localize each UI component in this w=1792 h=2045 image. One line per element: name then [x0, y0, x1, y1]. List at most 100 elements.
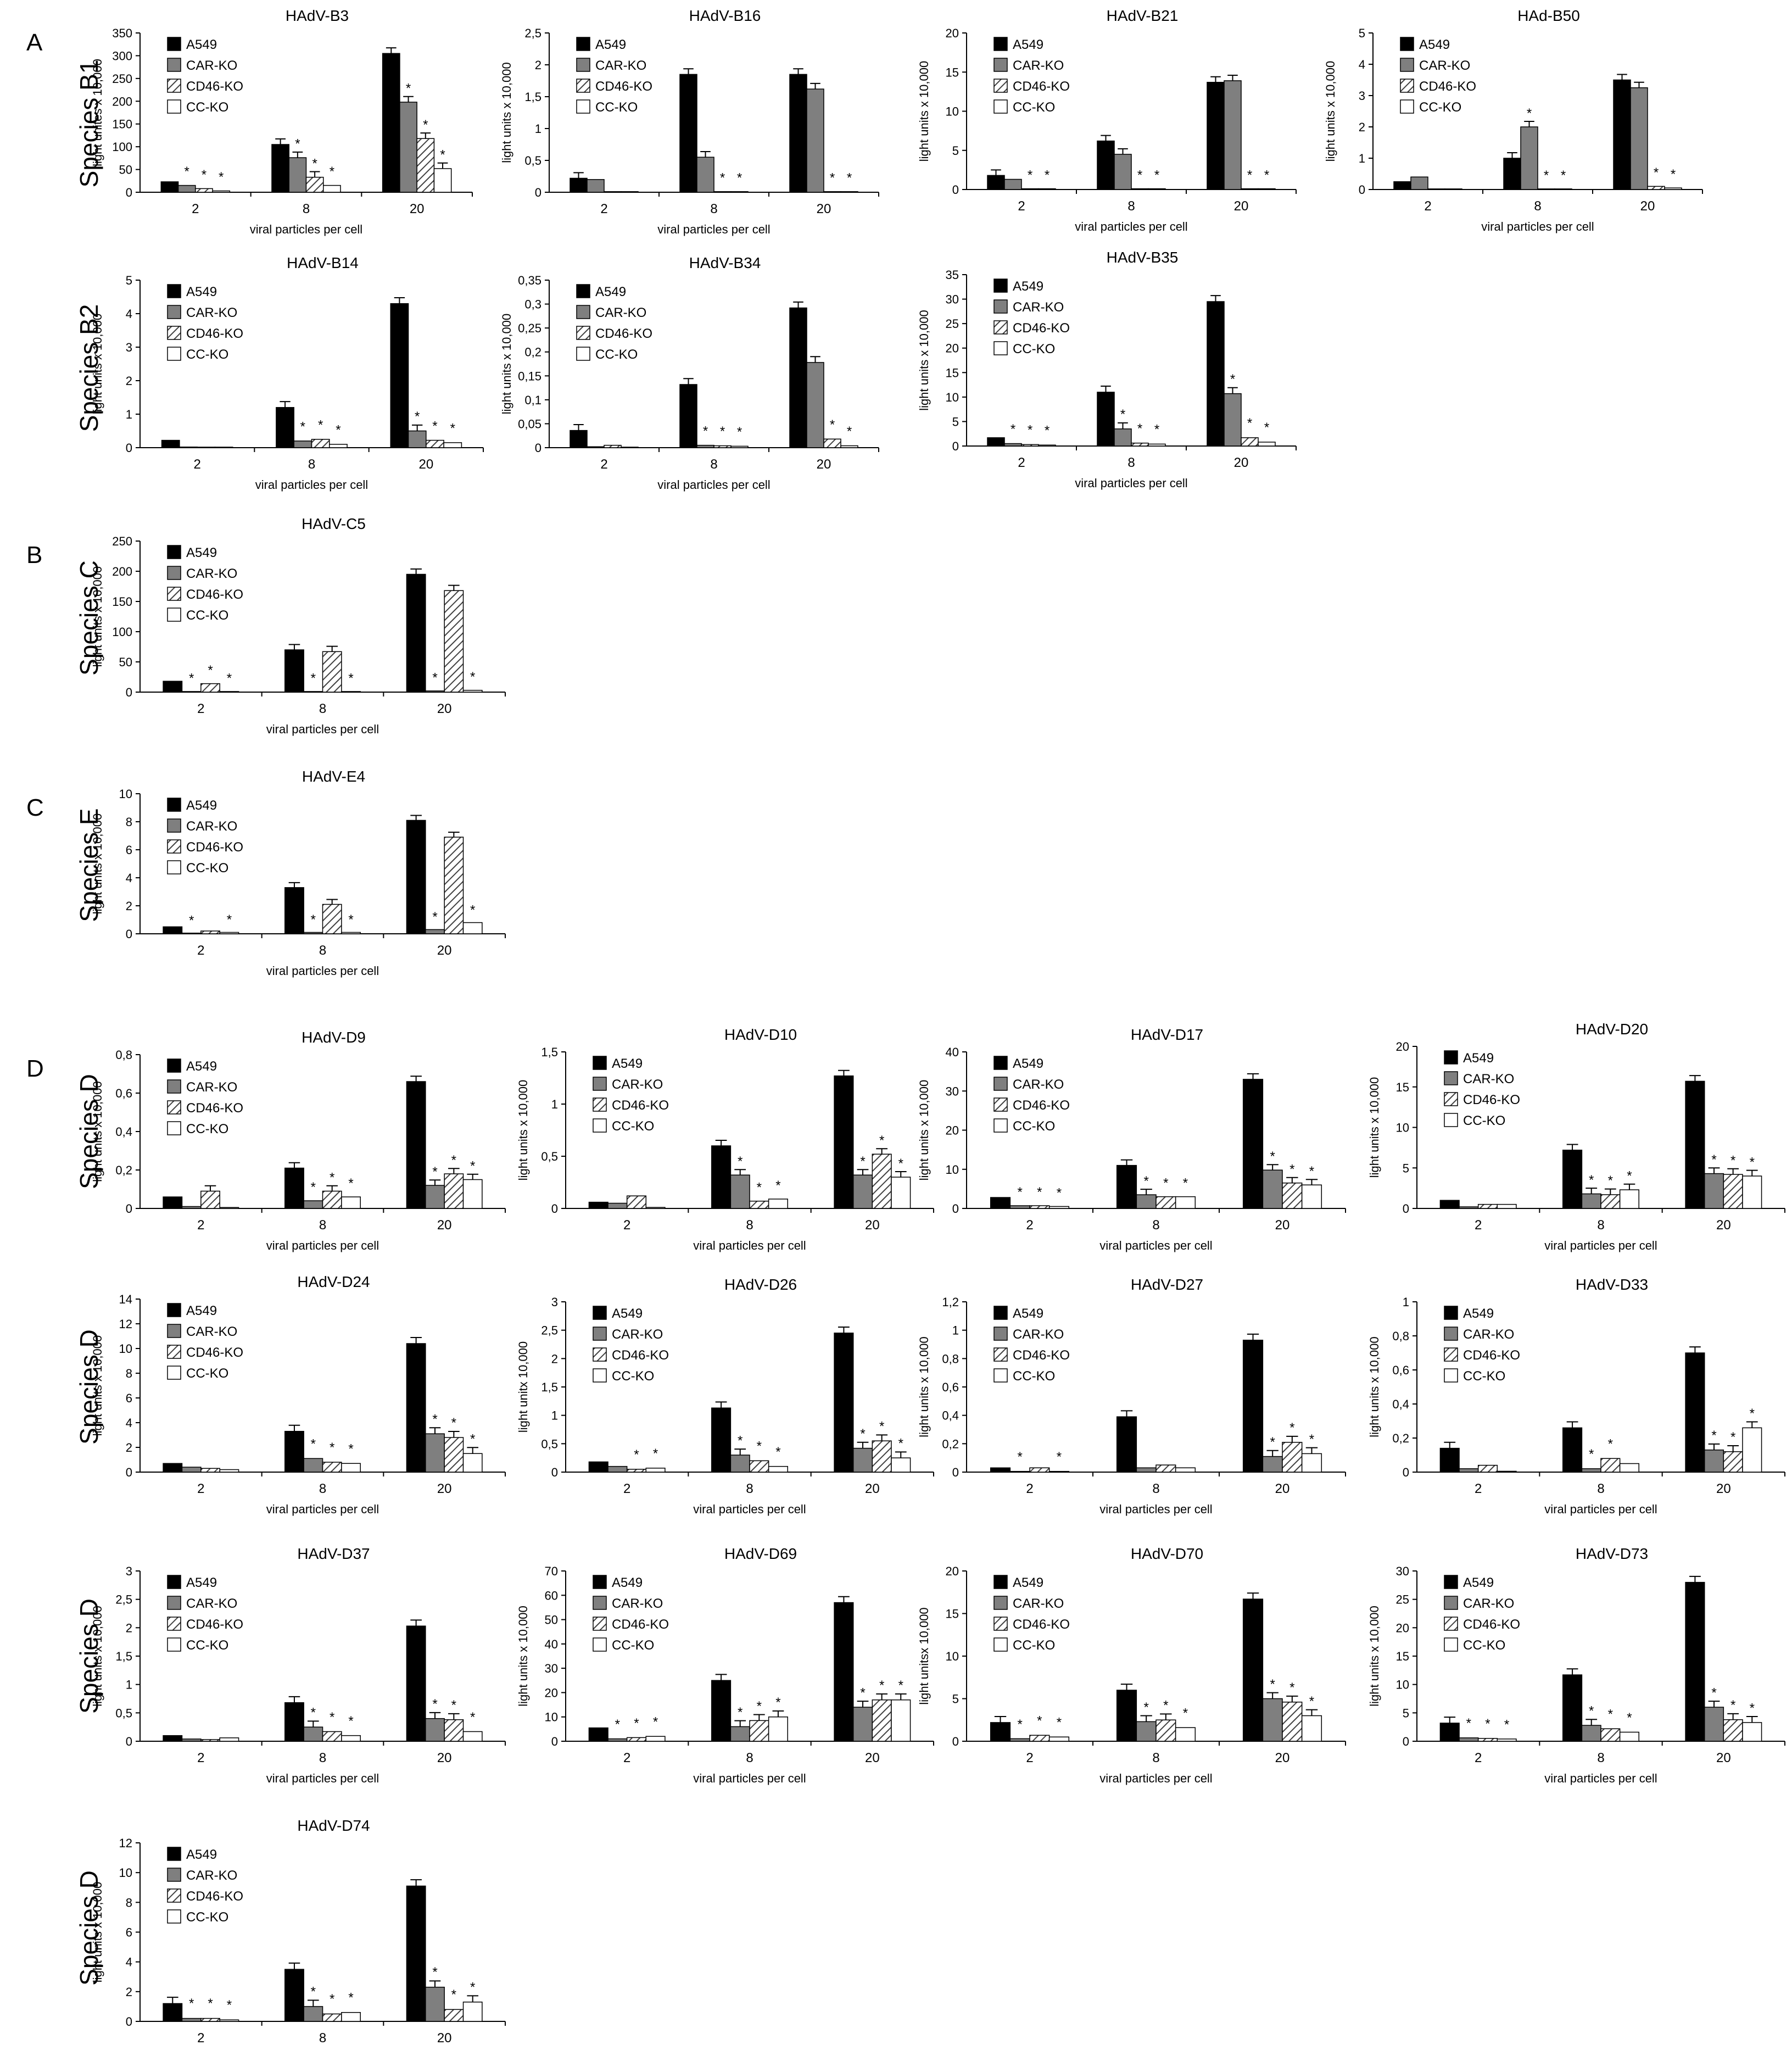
significance-mark: * — [1608, 1707, 1613, 1722]
legend-swatch-cc-ko — [167, 1366, 181, 1380]
y-tick-label: 250 — [112, 534, 132, 548]
bar-cc-ko-2 — [214, 447, 233, 448]
significance-mark: * — [312, 156, 317, 171]
significance-mark: * — [348, 1441, 353, 1456]
x-axis-label: viral particles per cell — [657, 222, 770, 236]
y-tick-label: 20 — [545, 1686, 558, 1699]
bar-car-ko-2 — [1004, 443, 1022, 447]
y-tick-label: 0 — [952, 183, 959, 197]
bar-car-ko-2 — [181, 2018, 202, 2022]
y-axis-label: light units x 10,000 — [917, 310, 931, 410]
legend-label: CAR-KO — [186, 305, 237, 320]
significance-mark: * — [1589, 1447, 1594, 1462]
legend-swatch-cc-ko — [167, 608, 181, 622]
legend-label: A549 — [186, 1303, 217, 1318]
bar-car-ko-8 — [1114, 154, 1132, 190]
y-axis-label: light units x 10,000 — [91, 1606, 104, 1706]
significance-mark: * — [1627, 1168, 1632, 1183]
significance-mark: * — [737, 425, 742, 439]
legend-swatch-cd46-ko — [993, 79, 1008, 93]
y-tick-label: 0,4 — [942, 1409, 959, 1423]
x-tick-label: 8 — [710, 457, 717, 472]
legend-label: CAR-KO — [186, 58, 237, 73]
bar-a549-20 — [834, 1075, 854, 1209]
significance-mark: * — [898, 1156, 903, 1171]
legend-swatch-car-ko — [167, 305, 181, 319]
y-tick-label: 0,6 — [942, 1380, 959, 1394]
bar-a549-20 — [406, 1885, 426, 2022]
legend-label: A549 — [186, 1575, 217, 1590]
bar-a549-2 — [1439, 1723, 1460, 1742]
bar-a549-8 — [284, 1969, 304, 2022]
y-tick-label: 50 — [119, 655, 132, 669]
bar-a549-20 — [1242, 1079, 1264, 1209]
bar-cd46-ko-20 — [1723, 1174, 1743, 1209]
significance-mark: * — [898, 1678, 903, 1693]
legend-swatch-cc-ko — [167, 1909, 181, 1924]
significance-mark: * — [1163, 1698, 1168, 1713]
legend-swatch-a549 — [576, 284, 590, 298]
y-tick-label: 1 — [1359, 152, 1365, 165]
significance-mark: * — [1309, 1164, 1314, 1179]
y-axis-label: light units x 10,000 — [91, 566, 104, 667]
significance-mark: * — [1504, 1717, 1509, 1732]
legend-label: CC-KO — [186, 1910, 228, 1925]
chart-hadv-c5: 0 50 100 150 200 250 light units x 10,000 HAdV-… — [91, 515, 506, 736]
legend-label: CC-KO — [186, 1638, 228, 1653]
legend-swatch-cc-ko — [993, 1118, 1008, 1133]
legend-swatch-car-ko — [1444, 1596, 1458, 1610]
bar-car-ko-8 — [730, 1726, 750, 1742]
bar-cc-ko-20 — [1301, 1715, 1322, 1742]
x-axis-label: viral particles per cell — [266, 1771, 379, 1785]
bar-a549-8 — [711, 1145, 732, 1209]
significance-mark: * — [1183, 1706, 1188, 1721]
bar-car-ko-2 — [179, 447, 198, 448]
y-tick-label: 1 — [1403, 1295, 1409, 1309]
y-tick-label: 5 — [1359, 26, 1365, 40]
x-axis-label: viral particles per cell — [250, 222, 362, 236]
x-tick-label: 8 — [1597, 1218, 1604, 1233]
significance-mark: * — [451, 1698, 456, 1713]
y-tick-label: 200 — [112, 94, 132, 108]
significance-mark: * — [348, 1714, 353, 1729]
bar-car-ko-8 — [1114, 428, 1132, 447]
significance-mark: * — [634, 1447, 639, 1462]
chart-title: HAdV-D27 — [1131, 1276, 1203, 1293]
y-tick-label: 8 — [126, 1367, 132, 1380]
y-tick-label: 30 — [946, 1084, 959, 1098]
x-axis-label: viral particles per cell — [1544, 1771, 1657, 1785]
y-tick-label: 0,5 — [541, 1150, 558, 1163]
x-tick-label: 2 — [1018, 199, 1025, 214]
chart-had-b50: 0 1 2 3 4 5 light units x 10,000 HAd-B50 2 8 20 * * *… — [1324, 7, 1703, 233]
legend-label: CC-KO — [612, 1119, 654, 1134]
bar-cd46-ko-8 — [305, 176, 324, 193]
legend-swatch-car-ko — [993, 1327, 1008, 1341]
y-tick-label: 2 — [551, 1352, 558, 1366]
bar-cc-ko-20 — [891, 1457, 911, 1473]
x-axis-label: viral particles per cell — [1481, 220, 1594, 233]
significance-mark: * — [1230, 372, 1235, 387]
y-tick-label: 8 — [126, 1896, 132, 1909]
legend-swatch-car-ko — [1444, 1071, 1458, 1085]
y-tick-label: 1 — [535, 122, 541, 136]
legend-swatch-cc-ko — [1444, 1637, 1458, 1652]
y-tick-label: 0 — [126, 441, 132, 455]
y-tick-label: 40 — [946, 1045, 959, 1059]
significance-mark: * — [847, 170, 852, 185]
legend-swatch-cc-ko — [593, 1368, 607, 1383]
significance-mark: * — [1144, 1700, 1149, 1715]
x-tick-label: 20 — [865, 1481, 880, 1496]
bar-a549-8 — [1562, 1427, 1583, 1473]
chart-title: HAdV-B16 — [689, 7, 761, 24]
bar-cc-ko-8 — [1619, 1731, 1639, 1742]
bar-car-ko-2 — [1009, 1738, 1030, 1742]
significance-mark: * — [1247, 168, 1252, 182]
legend-label: A549 — [1463, 1051, 1494, 1066]
bar-car-ko-20 — [1262, 1169, 1283, 1209]
significance-mark: * — [311, 1706, 316, 1720]
legend-swatch-a549 — [167, 1058, 181, 1073]
significance-mark: * — [720, 170, 725, 185]
y-tick-label: 2 — [126, 1985, 132, 1999]
bar-cd46-ko-8 — [1131, 188, 1149, 190]
chart-title: HAdV-D33 — [1576, 1276, 1648, 1293]
